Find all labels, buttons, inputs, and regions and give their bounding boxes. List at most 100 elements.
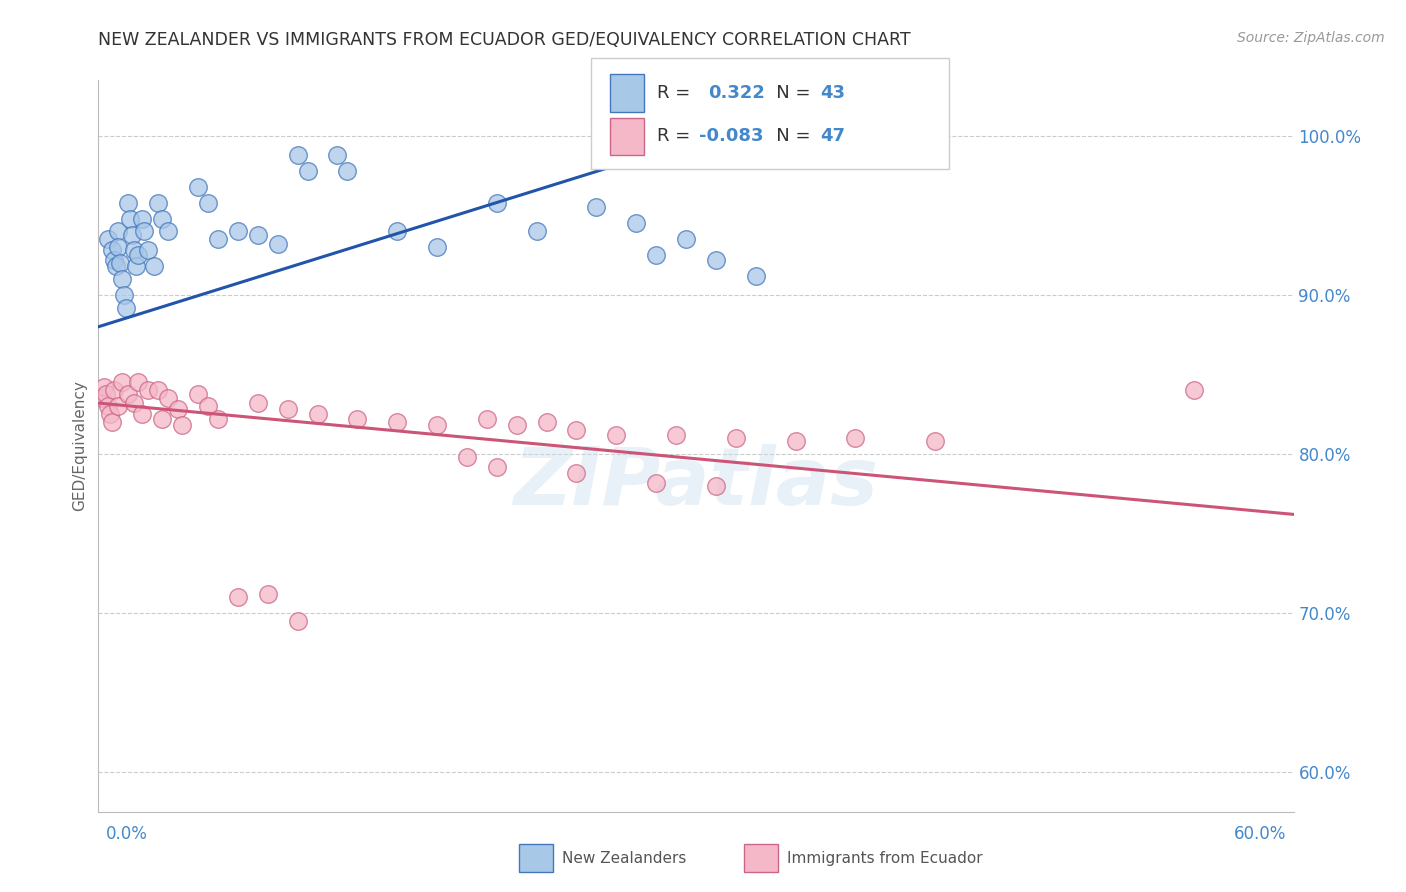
Point	[645, 475, 668, 490]
Point	[785, 434, 807, 449]
Point	[150, 211, 173, 226]
Point	[485, 459, 508, 474]
Text: 60.0%: 60.0%	[1234, 825, 1286, 843]
Point	[605, 428, 627, 442]
Text: ZIPatlas: ZIPatlas	[513, 443, 879, 522]
Point	[107, 240, 129, 254]
Text: 43: 43	[820, 84, 845, 103]
Point	[326, 148, 349, 162]
Point	[110, 256, 132, 270]
Point	[127, 376, 149, 390]
Point	[167, 402, 190, 417]
Point	[277, 402, 299, 417]
Text: R =: R =	[657, 84, 702, 103]
Text: -0.083: -0.083	[699, 128, 763, 145]
Point	[127, 248, 149, 262]
Point	[207, 412, 229, 426]
Point	[107, 224, 129, 238]
Point	[226, 590, 249, 604]
Point	[105, 260, 128, 274]
Point	[111, 376, 134, 390]
Point	[287, 614, 309, 628]
Point	[246, 396, 269, 410]
Point	[101, 415, 124, 429]
Point	[1182, 384, 1205, 398]
Point	[93, 380, 115, 394]
Text: 0.322: 0.322	[709, 84, 765, 103]
Point	[844, 431, 866, 445]
Point	[485, 195, 508, 210]
Point	[103, 384, 125, 398]
Point	[665, 428, 688, 442]
Point	[704, 252, 727, 267]
Point	[150, 412, 173, 426]
Point	[297, 164, 319, 178]
Point	[97, 399, 120, 413]
Text: R =: R =	[657, 128, 696, 145]
Point	[426, 418, 449, 433]
Point	[226, 224, 249, 238]
Point	[246, 227, 269, 242]
Point	[456, 450, 478, 464]
Point	[197, 399, 219, 413]
Point	[103, 252, 125, 267]
Point	[172, 418, 194, 433]
Y-axis label: GED/Equivalency: GED/Equivalency	[72, 381, 87, 511]
Point	[267, 237, 290, 252]
Point	[475, 412, 498, 426]
Point	[124, 396, 146, 410]
Point	[187, 179, 209, 194]
Point	[704, 479, 727, 493]
Point	[675, 232, 697, 246]
Point	[101, 244, 124, 258]
Point	[307, 407, 329, 421]
Point	[157, 224, 180, 238]
Point	[385, 415, 409, 429]
Point	[125, 260, 148, 274]
Point	[585, 201, 607, 215]
Point	[724, 431, 747, 445]
Point	[645, 248, 668, 262]
Text: N =: N =	[759, 128, 817, 145]
Point	[385, 224, 409, 238]
Point	[121, 227, 143, 242]
Point	[111, 272, 134, 286]
Point	[136, 384, 159, 398]
Point	[565, 423, 588, 437]
Point	[97, 232, 120, 246]
Point	[287, 148, 309, 162]
Point	[148, 195, 170, 210]
Point	[336, 164, 359, 178]
Point	[117, 195, 139, 210]
Point	[506, 418, 529, 433]
Point	[157, 392, 180, 406]
Text: New Zealanders: New Zealanders	[562, 851, 686, 865]
Text: 47: 47	[820, 128, 845, 145]
Point	[197, 195, 219, 210]
Point	[426, 240, 449, 254]
Point	[924, 434, 946, 449]
Point	[346, 412, 368, 426]
Point	[187, 386, 209, 401]
Point	[136, 244, 159, 258]
Point	[745, 268, 768, 283]
Point	[107, 399, 129, 413]
Point	[131, 407, 153, 421]
Point	[626, 216, 648, 230]
Point	[148, 384, 170, 398]
Text: Source: ZipAtlas.com: Source: ZipAtlas.com	[1237, 31, 1385, 45]
Point	[120, 211, 142, 226]
Text: Immigrants from Ecuador: Immigrants from Ecuador	[787, 851, 983, 865]
Point	[98, 407, 122, 421]
Point	[112, 288, 135, 302]
Point	[143, 260, 166, 274]
Point	[536, 415, 558, 429]
Point	[526, 224, 548, 238]
Point	[131, 211, 153, 226]
Point	[256, 587, 278, 601]
Point	[124, 244, 146, 258]
Point	[207, 232, 229, 246]
Text: NEW ZEALANDER VS IMMIGRANTS FROM ECUADOR GED/EQUIVALENCY CORRELATION CHART: NEW ZEALANDER VS IMMIGRANTS FROM ECUADOR…	[98, 31, 911, 49]
Point	[565, 466, 588, 480]
Point	[117, 386, 139, 401]
